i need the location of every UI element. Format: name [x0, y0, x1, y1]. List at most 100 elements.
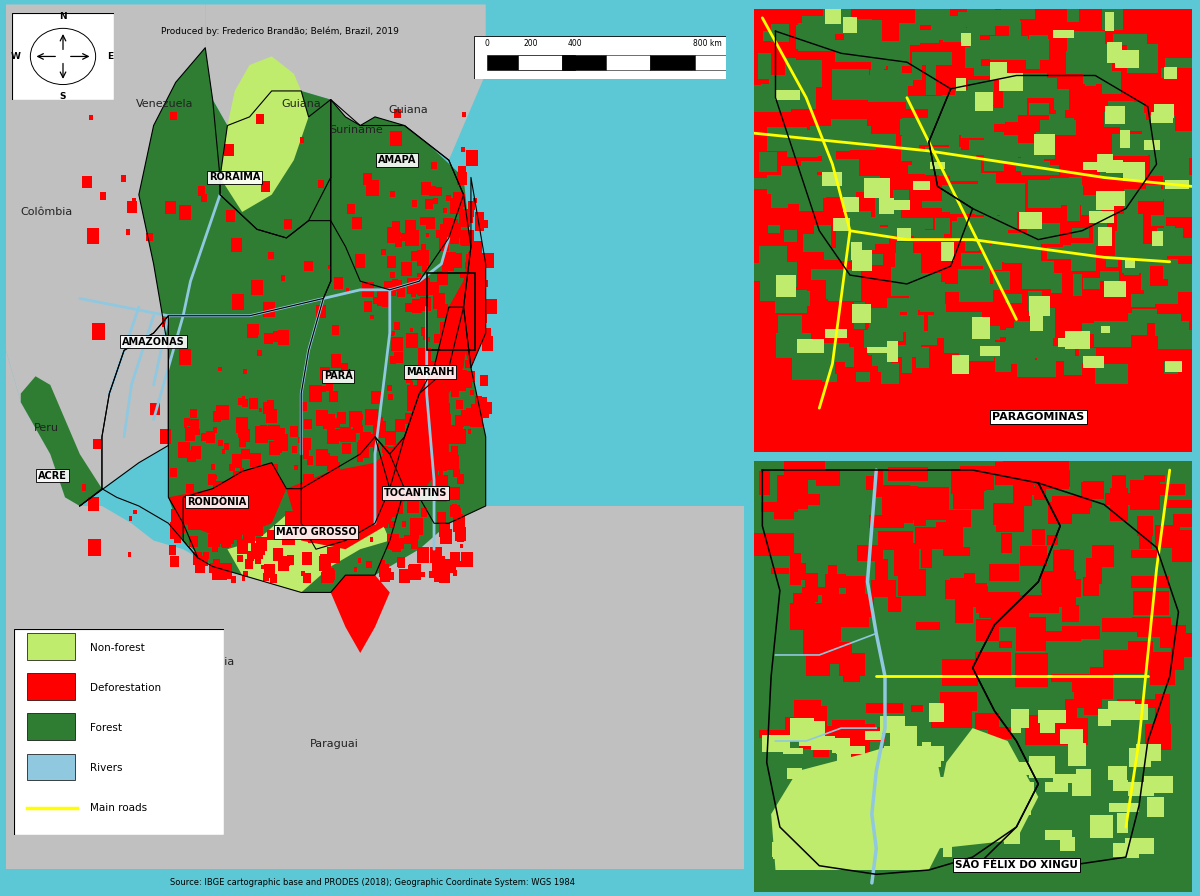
Bar	[1099, 271, 1118, 281]
Bar	[257, 350, 262, 356]
Bar	[28, 754, 76, 780]
Bar	[244, 571, 248, 577]
Text: Suriname: Suriname	[330, 125, 384, 135]
Bar	[875, 793, 899, 802]
Bar	[457, 172, 467, 185]
Bar	[298, 436, 302, 443]
Bar	[395, 229, 400, 237]
Bar	[373, 443, 379, 451]
Bar	[175, 520, 186, 533]
Bar	[870, 70, 893, 80]
Bar	[832, 70, 869, 100]
Bar	[784, 494, 820, 505]
Bar	[1038, 710, 1066, 723]
Bar	[466, 408, 474, 418]
Bar	[802, 719, 827, 733]
Bar	[1144, 289, 1165, 299]
Bar	[444, 426, 455, 439]
Bar	[906, 96, 944, 108]
Bar	[1052, 718, 1088, 745]
Bar	[395, 538, 404, 549]
Bar	[232, 515, 242, 530]
Bar	[914, 132, 950, 145]
Bar	[936, 521, 962, 547]
Bar	[200, 556, 209, 566]
Bar	[376, 419, 378, 424]
Bar	[770, 177, 788, 208]
Bar	[1026, 719, 1054, 745]
Bar	[376, 510, 382, 518]
Bar	[818, 24, 833, 44]
Bar	[269, 425, 280, 440]
Bar	[346, 471, 358, 487]
Bar	[416, 250, 430, 265]
Bar	[887, 340, 899, 362]
Bar	[989, 466, 1000, 474]
Bar	[828, 565, 838, 589]
Bar	[229, 463, 235, 471]
Bar	[421, 265, 427, 271]
Bar	[832, 623, 841, 641]
Polygon shape	[205, 4, 486, 160]
Bar	[470, 390, 474, 395]
Bar	[941, 242, 954, 261]
Bar	[431, 392, 438, 401]
Bar	[799, 185, 823, 211]
Bar	[946, 511, 971, 527]
Bar	[1109, 766, 1127, 780]
Bar	[420, 217, 426, 225]
Bar	[1037, 346, 1075, 361]
Bar	[420, 288, 425, 294]
Bar	[775, 90, 799, 99]
Bar	[406, 469, 412, 476]
Bar	[188, 513, 202, 530]
Bar	[834, 39, 874, 62]
Bar	[1136, 744, 1162, 761]
Bar	[931, 707, 972, 728]
Bar	[480, 328, 491, 342]
Bar	[230, 576, 236, 583]
Bar	[461, 240, 464, 246]
Bar	[331, 354, 342, 367]
Bar	[896, 242, 913, 266]
Bar	[214, 531, 218, 538]
Polygon shape	[374, 367, 449, 506]
Bar	[1115, 231, 1144, 256]
Bar	[1163, 175, 1195, 199]
Bar	[302, 573, 311, 582]
Bar	[364, 173, 372, 185]
Bar	[943, 31, 979, 42]
Bar	[407, 396, 419, 411]
Bar	[301, 552, 312, 565]
Bar	[965, 47, 980, 68]
Bar	[1151, 112, 1172, 123]
Bar	[424, 459, 430, 467]
Bar	[172, 522, 175, 528]
Bar	[805, 647, 829, 676]
Bar	[814, 781, 844, 806]
Bar	[398, 569, 409, 582]
Bar	[961, 108, 994, 139]
Bar	[286, 511, 298, 526]
Bar	[798, 290, 810, 306]
Bar	[1097, 154, 1114, 172]
Bar	[391, 331, 395, 335]
Bar	[1164, 187, 1192, 217]
Bar	[768, 226, 780, 233]
Bar	[352, 217, 361, 229]
Bar	[976, 220, 990, 250]
Bar	[1109, 803, 1139, 812]
Bar	[1092, 545, 1114, 566]
Bar	[455, 508, 461, 516]
Bar	[761, 502, 798, 513]
Bar	[1045, 830, 1072, 840]
Bar	[480, 221, 484, 227]
Bar	[301, 485, 306, 491]
Bar	[844, 21, 882, 45]
Bar	[786, 187, 810, 204]
Bar	[412, 299, 422, 313]
Bar	[262, 181, 270, 192]
Bar	[300, 402, 307, 411]
Bar	[778, 315, 802, 333]
Bar	[242, 453, 246, 458]
